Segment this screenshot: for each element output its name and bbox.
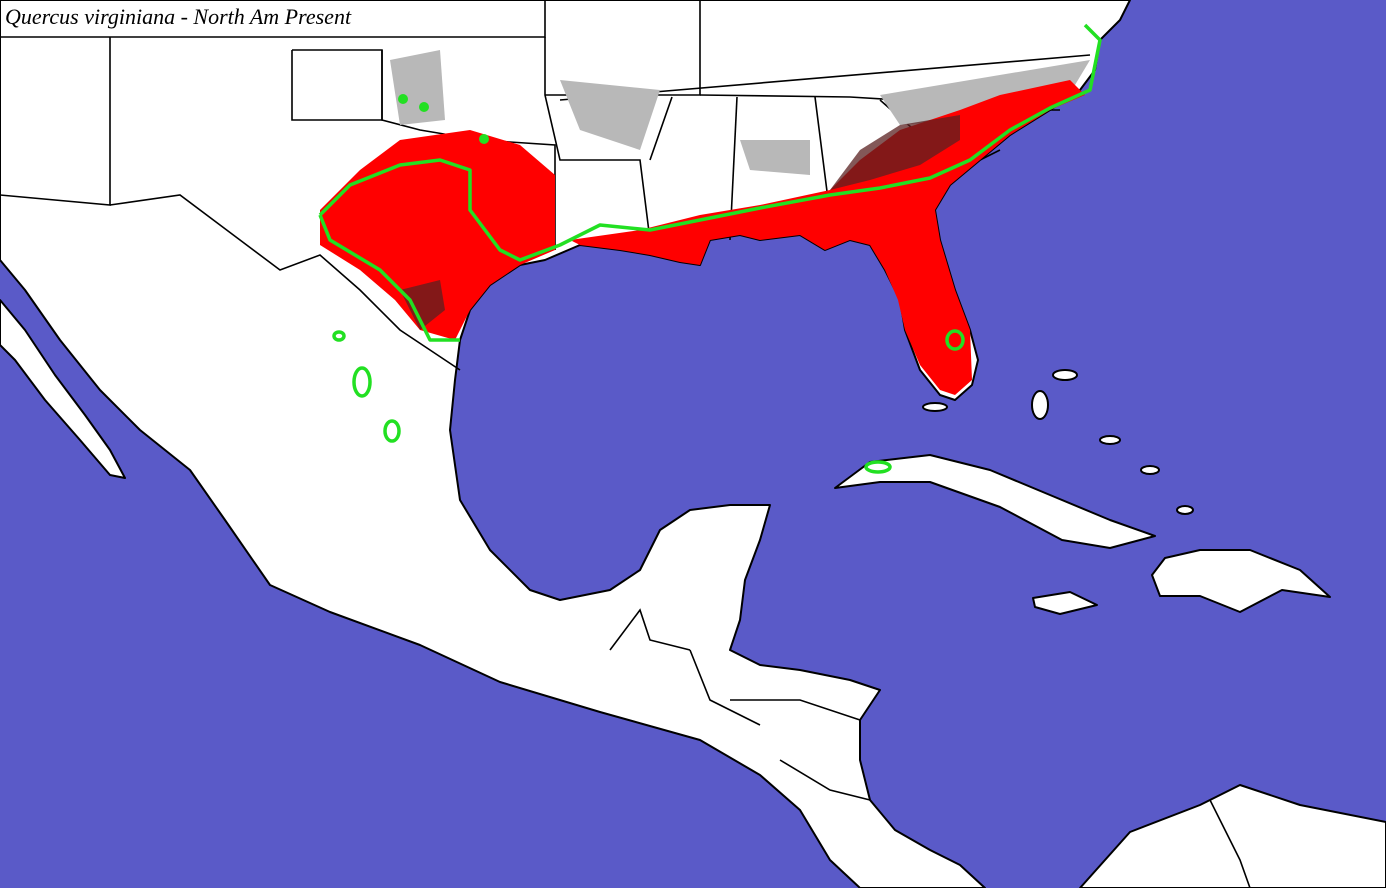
baja-california xyxy=(0,299,126,479)
bahamas xyxy=(922,369,1194,515)
species-range xyxy=(318,23,1102,474)
hispaniola xyxy=(1151,549,1331,613)
map-title: Quercus virginiana - North Am Present xyxy=(5,4,352,29)
cuba xyxy=(834,454,1156,549)
south-america xyxy=(1079,784,1386,888)
jamaica xyxy=(1032,591,1098,615)
